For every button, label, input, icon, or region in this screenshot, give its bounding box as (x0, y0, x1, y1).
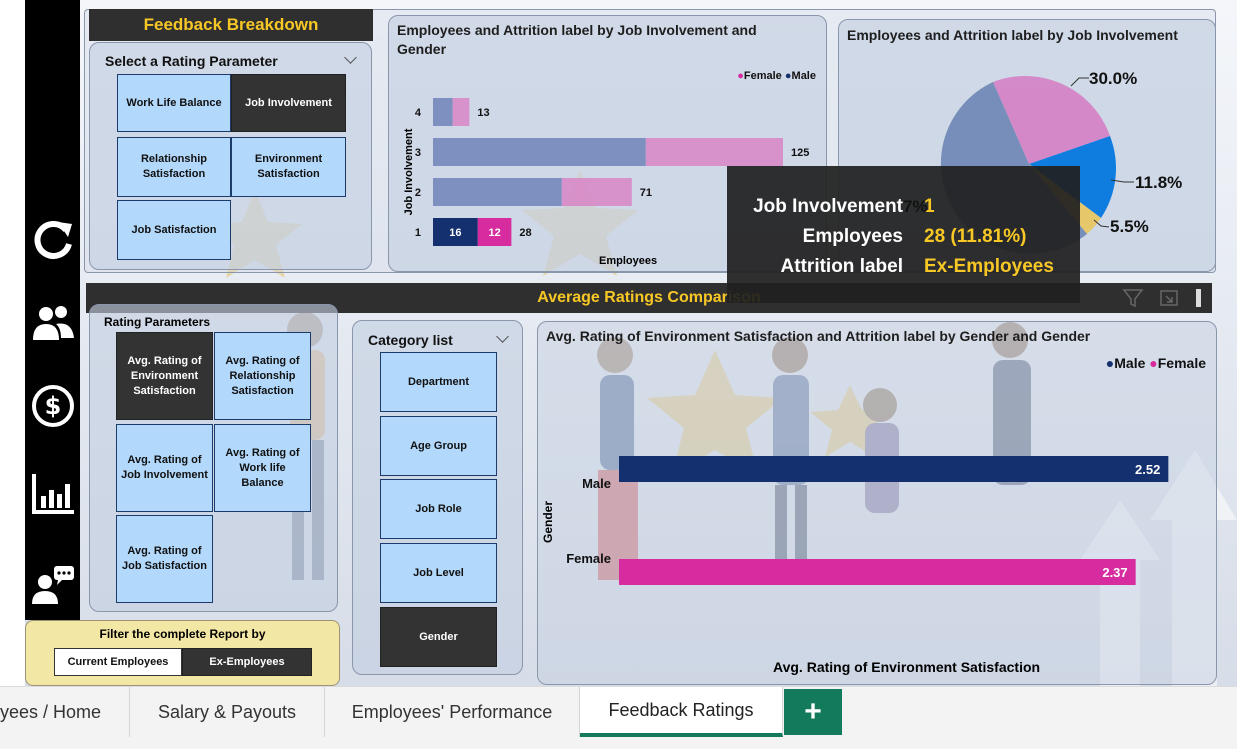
legend-female: Female (1157, 355, 1206, 371)
feedback-icon[interactable] (25, 560, 80, 610)
pie-label-1: 30.0% (1089, 69, 1138, 88)
bar-female-segment (561, 178, 632, 206)
bar-total-label: 125 (791, 147, 809, 159)
filter-current-employees[interactable]: Current Employees (54, 648, 182, 676)
bar-total-label: 28 (519, 227, 531, 239)
svg-text:$: $ (44, 392, 61, 420)
bar-chart-plot: 4 13 3 125 2 71 1 16 12 28 (415, 98, 809, 246)
bar-category-label: 1 (415, 227, 421, 239)
avg-chart-plot: Male 2.52 Female 2.37 (566, 456, 1169, 585)
tab-salary-payouts[interactable]: Salary & Payouts (130, 687, 325, 737)
option-relationship-satisfaction[interactable]: Relationship Satisfaction (117, 137, 231, 197)
bar-total-label: 71 (640, 187, 652, 199)
bar-chart-title: Employees and Attrition label by Job Inv… (397, 22, 757, 57)
legend-male: Male (1114, 355, 1146, 371)
category-list-label: Category list (368, 332, 453, 348)
bar-female-value: 12 (488, 227, 500, 239)
refresh-icon[interactable] (25, 214, 80, 264)
bar-female-segment (645, 138, 783, 166)
rating-option-relationship[interactable]: Avg. Rating of Relationship Satisfaction (214, 332, 311, 420)
pie-chart-title: Employees and Attrition label by Job Inv… (847, 27, 1178, 43)
avg-category-label: Male (582, 476, 611, 491)
dollar-icon[interactable]: $ (25, 381, 80, 431)
category-age-group[interactable]: Age Group (380, 416, 497, 476)
legend-male-dot: ● (1105, 355, 1115, 371)
slicer-label: Select a Rating Parameter (105, 53, 278, 69)
bar-male-segment (433, 178, 562, 206)
bar-female-segment (477, 218, 512, 246)
filter-icon[interactable] (1122, 288, 1144, 308)
filter-label: Filter the complete Report by (99, 627, 266, 641)
avg-chart-x-axis-title: Avg. Rating of Environment Satisfaction (773, 659, 1041, 675)
avg-bar-value: 2.52 (1135, 462, 1160, 477)
option-job-satisfaction[interactable]: Job Satisfaction (117, 200, 231, 260)
avg-chart-legend: ●Male ●Female (1106, 355, 1206, 371)
bar-male-segment (433, 138, 646, 166)
tab-employees-performance[interactable]: Employees' Performance (325, 687, 580, 737)
legend-male-dot: ● (784, 70, 792, 82)
pie-label-2: 11.8% (1135, 173, 1183, 192)
category-gender[interactable]: Gender (380, 607, 497, 667)
rating-option-job-satisfaction[interactable]: Avg. Rating of Job Satisfaction (116, 515, 213, 603)
add-page-button[interactable]: + (784, 689, 842, 735)
avg-chart-title: Avg. Rating of Environment Satisfaction … (546, 328, 1091, 344)
report-filter: Filter the complete Report by Current Em… (25, 620, 340, 686)
bar-chart-legend: ●Female ●Male (737, 70, 816, 82)
option-job-involvement[interactable]: Job Involvement (231, 74, 346, 132)
feedback-breakdown-title: Feedback Breakdown (89, 9, 373, 41)
rating-option-job-involvement[interactable]: Avg. Rating of Job Involvement (116, 424, 213, 512)
filter-ex-employees[interactable]: Ex-Employees (182, 648, 312, 676)
legend-male: Male (791, 70, 816, 82)
bar-category-label: 2 (415, 187, 421, 199)
category-job-level[interactable]: Job Level (380, 543, 497, 603)
tooltip-value-1: 1 (924, 196, 935, 217)
left-margin (0, 0, 25, 686)
chevron-down-icon[interactable] (496, 330, 509, 343)
bar-chart-icon[interactable] (25, 468, 80, 518)
legend-female: Female (743, 70, 782, 82)
rating-option-work-life[interactable]: Avg. Rating of Work life Balance (214, 424, 311, 512)
tooltip-key-1: Job Involvement (753, 196, 903, 217)
option-work-life-balance[interactable]: Work Life Balance (117, 74, 231, 132)
tooltip-value-2: 28 (11.81%) (924, 226, 1027, 247)
pie-label-hidden: 7% (903, 197, 928, 216)
tab-feedback-ratings[interactable]: Feedback Ratings (580, 687, 783, 737)
people-icon[interactable] (25, 298, 80, 348)
bar-male-segment (433, 218, 478, 246)
avg-bar (619, 456, 1169, 482)
bar-male-segment (433, 98, 453, 126)
legend-female-dot: ● (737, 70, 744, 82)
tooltip-value-3: Ex-Employees (924, 256, 1054, 277)
tooltip-key-3: Attrition label (780, 256, 903, 277)
left-navigation: $ (25, 0, 80, 620)
bar-total-label: 13 (477, 107, 489, 119)
avg-bar (619, 559, 1136, 585)
bar-male-value: 16 (449, 227, 461, 239)
bar-chart-x-axis-title: Employees (599, 255, 658, 267)
chevron-down-icon[interactable] (344, 51, 357, 64)
option-environment-satisfaction[interactable]: Environment Satisfaction (231, 137, 346, 197)
tab-employees-home[interactable]: yees / Home (0, 687, 130, 737)
visual-header-icons (1100, 285, 1210, 311)
rating-parameters-label: Rating Parameters (104, 315, 211, 329)
avg-category-label: Female (566, 551, 611, 566)
page-tab-bar: yees / Home Salary & Payouts Employees' … (0, 686, 1237, 749)
category-department[interactable]: Department (380, 352, 497, 412)
bar-category-label: 4 (415, 107, 422, 119)
bar-female-segment (452, 98, 470, 126)
legend-female-dot: ● (1149, 355, 1158, 371)
avg-bar-value: 2.37 (1102, 565, 1127, 580)
more-options-icon[interactable] (1194, 288, 1204, 308)
bar-category-label: 3 (415, 147, 421, 159)
chart-tooltip: Job Involvement 1 Employees 28 (11.81%) … (727, 166, 1080, 303)
pie-label-3: 5.5% (1110, 217, 1149, 236)
category-job-role[interactable]: Job Role (380, 479, 497, 539)
tooltip-key-2: Employees (802, 226, 903, 247)
pie-slice-1[interactable] (993, 76, 1110, 164)
focus-mode-icon[interactable] (1158, 288, 1180, 308)
rating-option-environment[interactable]: Avg. Rating of Environment Satisfaction (116, 332, 213, 420)
avg-rating-bar-chart: Avg. Rating of Environment Satisfaction … (537, 321, 1217, 685)
